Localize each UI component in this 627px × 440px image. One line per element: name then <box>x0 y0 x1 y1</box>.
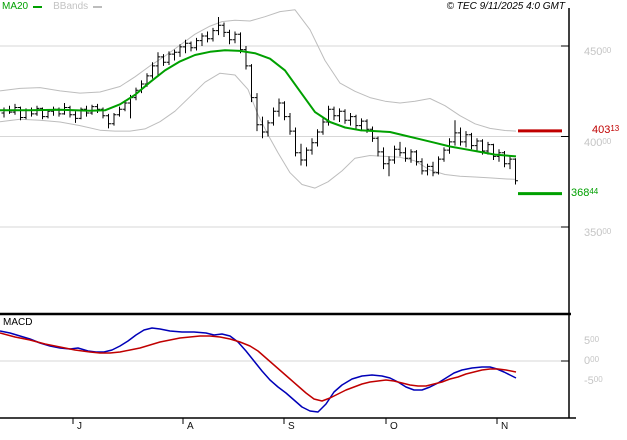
month-label-S: S <box>288 421 295 432</box>
legend-ma20-label: MA20 <box>2 1 29 12</box>
price-tick-label-40000: 40000 <box>584 136 612 149</box>
chart-legend: MA20 BBands <box>2 1 103 13</box>
support-level-label: 36844 <box>571 186 599 199</box>
macd-tick-label-500: 500 <box>584 335 600 347</box>
month-label-O: O <box>390 421 398 432</box>
resistance-level-label: 40313 <box>592 123 620 136</box>
legend-bbands-label: BBands <box>53 1 89 12</box>
macd-tick-label--500: -500 <box>584 375 603 387</box>
price-tick-label-35000: 35000 <box>584 227 612 239</box>
copyright-text: © TEC 9/11/2025 4:0 GMT <box>446 1 565 12</box>
bbands-line-swatch <box>93 6 103 8</box>
macd-signal-line <box>0 332 517 402</box>
macd-line <box>0 327 517 413</box>
price-tick-label-45000: 45000 <box>584 46 612 58</box>
month-label-N: N <box>501 421 509 432</box>
month-label-J: J <box>77 421 82 432</box>
bbands-upper-line <box>0 9 517 132</box>
ma20-line-swatch <box>33 6 43 8</box>
candlesticks <box>1 17 518 185</box>
month-label-A: A <box>187 421 194 432</box>
ma20-line <box>0 49 517 158</box>
macd-panel-label: MACD <box>3 317 33 328</box>
macd-tick-label-0: 000 <box>584 355 600 367</box>
